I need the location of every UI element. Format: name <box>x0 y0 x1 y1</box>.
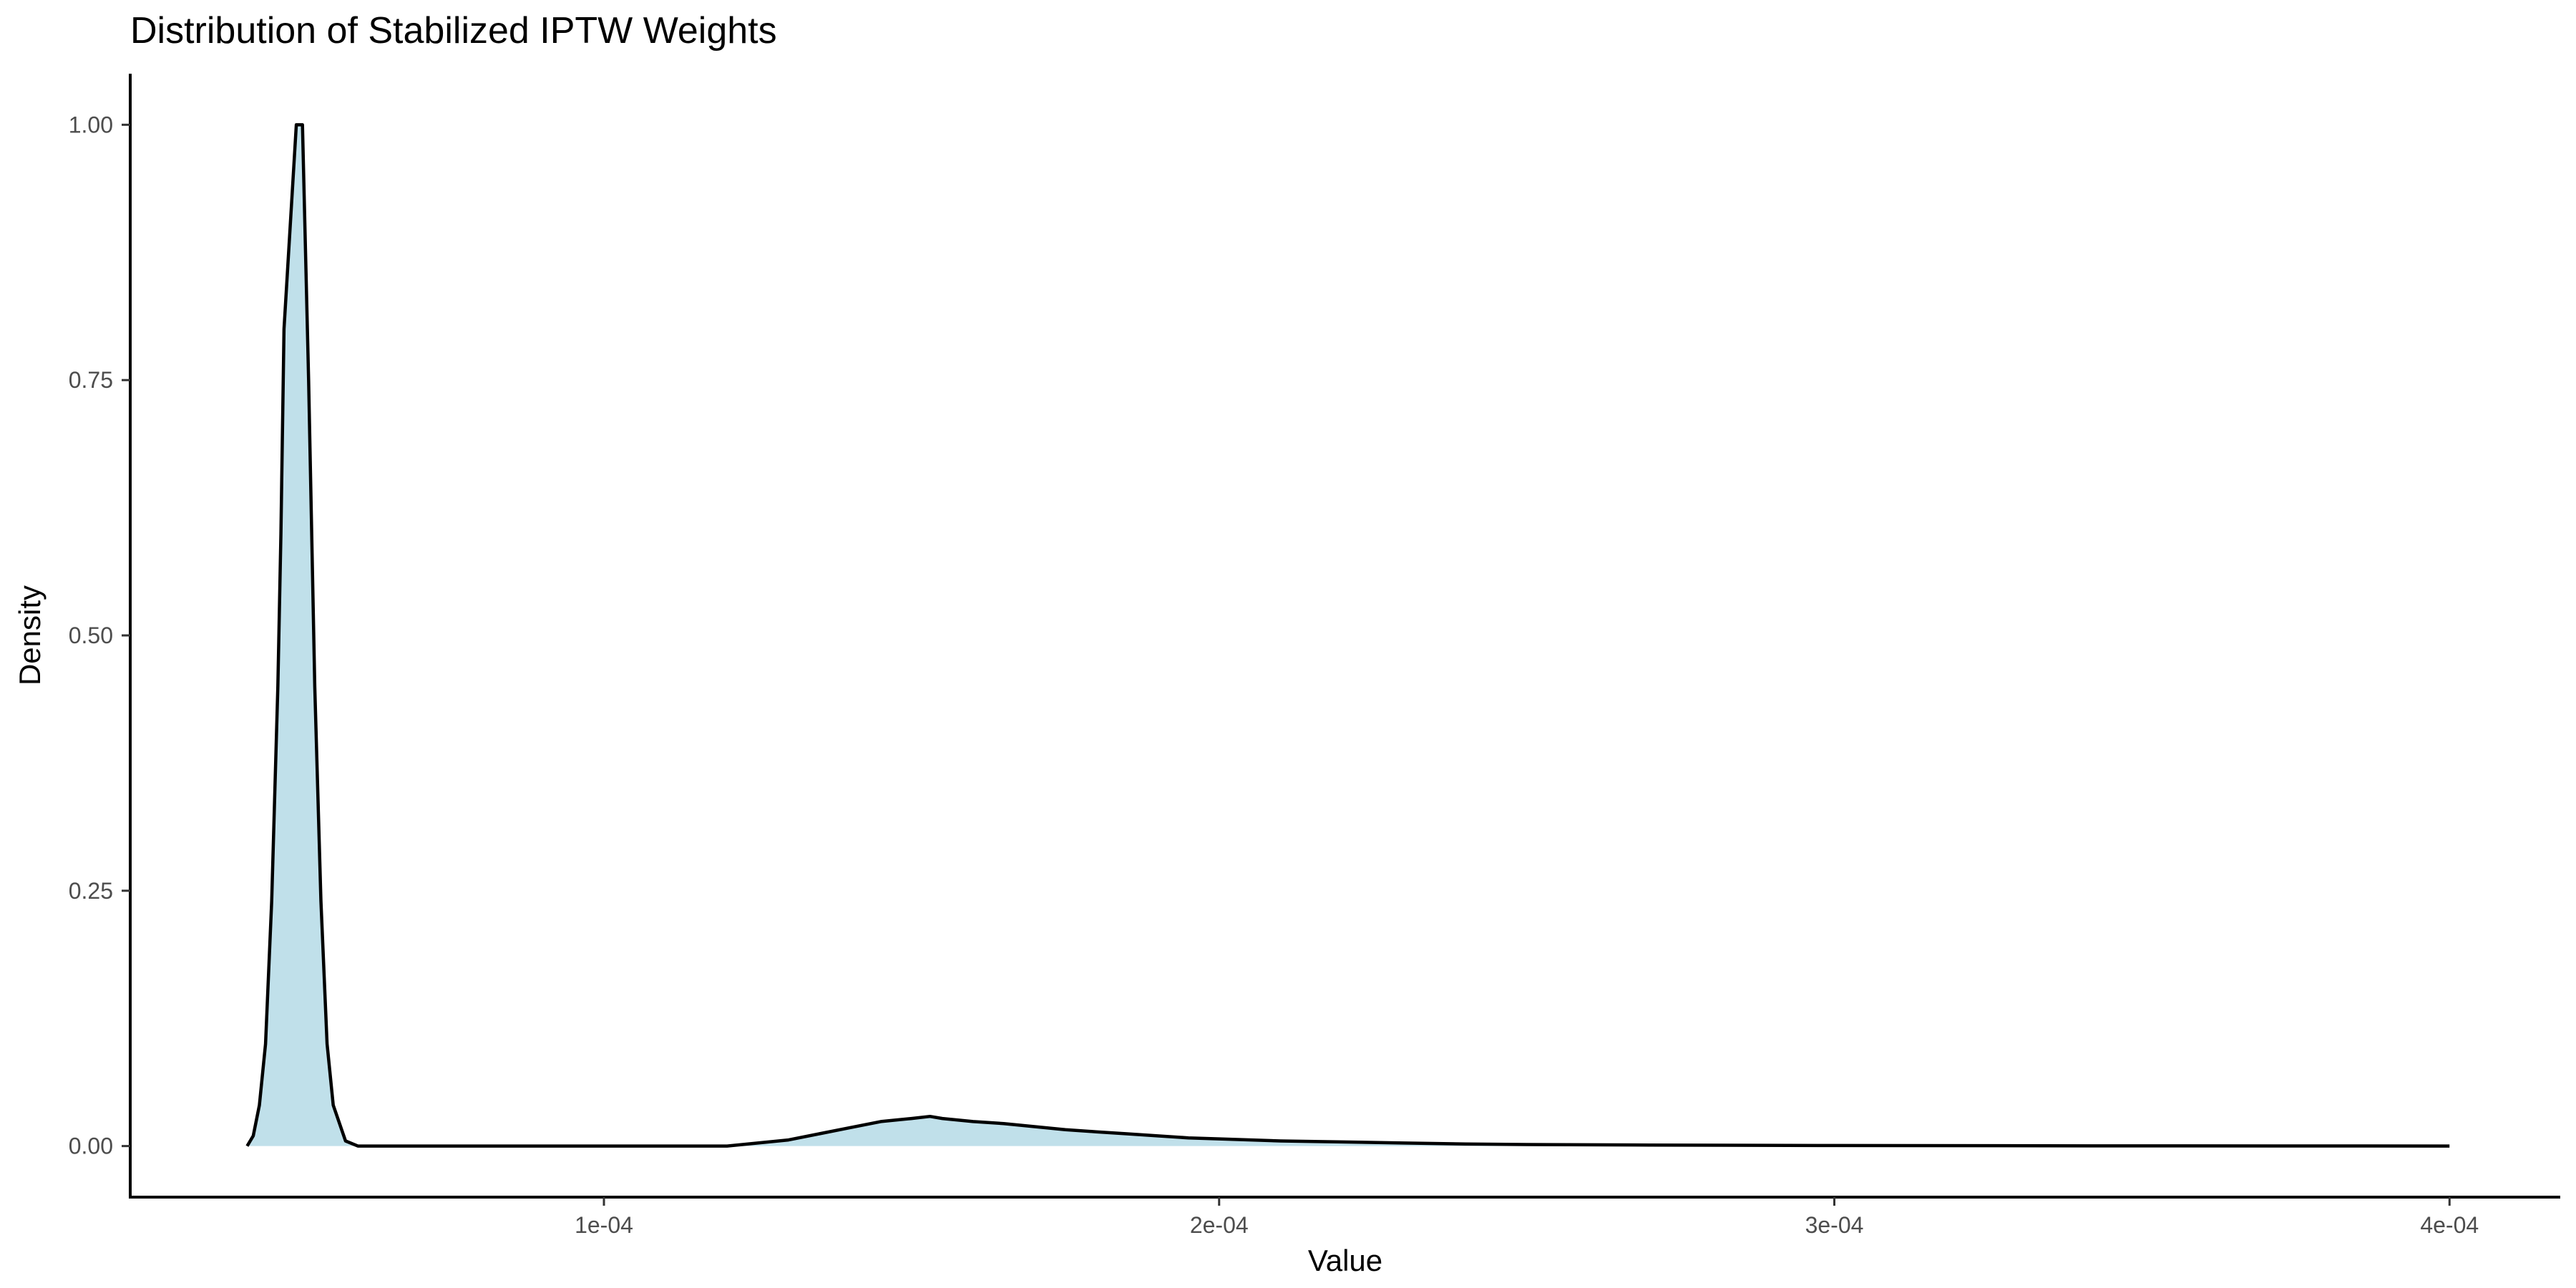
density-curve <box>245 123 2450 1148</box>
y-axis-title: Density <box>13 585 47 686</box>
y-tick-label: 0.75 <box>69 367 113 393</box>
plot-area <box>245 123 2450 1148</box>
x-tick-label: 1e-04 <box>575 1212 633 1238</box>
y-tick-label: 0.00 <box>69 1133 113 1159</box>
chart-title: Distribution of Stabilized IPTW Weights <box>130 10 777 52</box>
y-tick-label: 0.25 <box>69 878 113 904</box>
y-axis-ticks: 0.00 0.25 0.50 0.75 1.00 <box>69 112 130 1159</box>
x-axis-ticks: 1e-04 2e-04 3e-04 4e-04 <box>575 1197 2479 1238</box>
x-tick-label: 4e-04 <box>2420 1212 2479 1238</box>
x-tick-label: 3e-04 <box>1805 1212 1864 1238</box>
x-tick-label: 2e-04 <box>1190 1212 1249 1238</box>
y-tick-label: 1.00 <box>69 112 113 137</box>
y-tick-label: 0.50 <box>69 623 113 648</box>
density-area <box>247 125 2450 1146</box>
x-axis-title: Value <box>1308 1244 1382 1277</box>
